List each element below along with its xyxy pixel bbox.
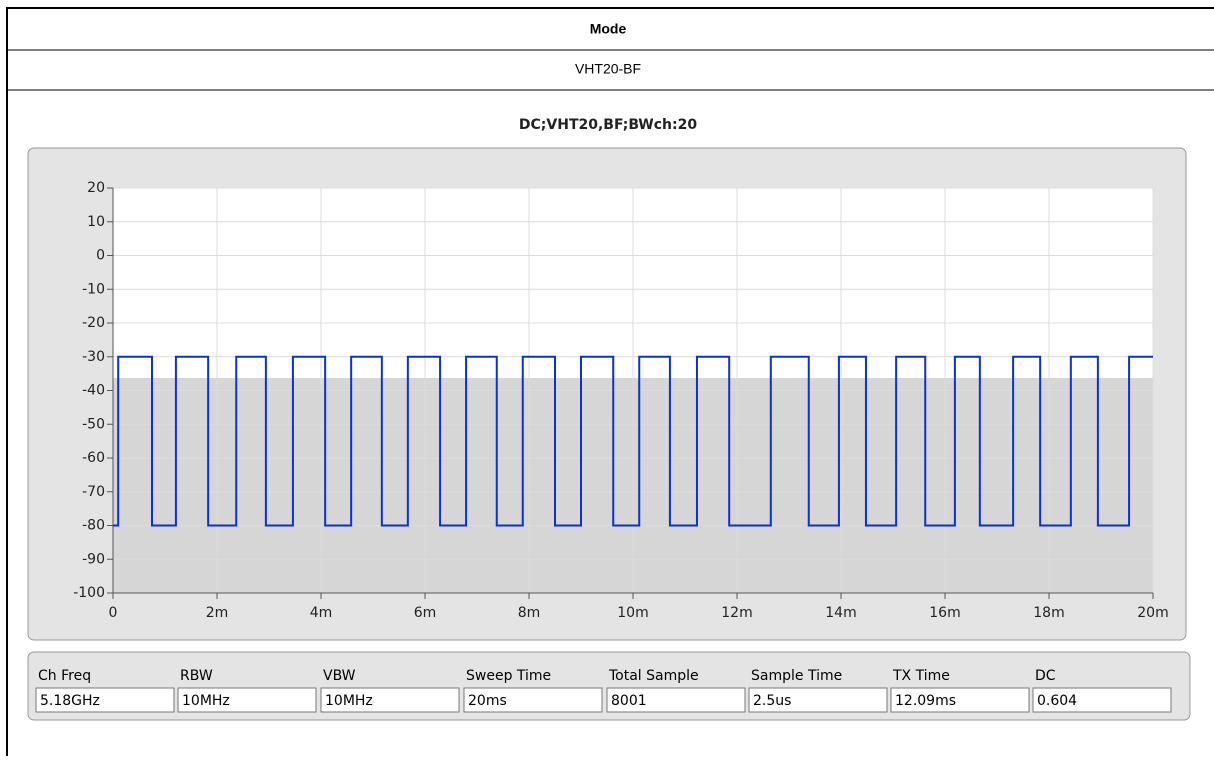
y-tick-label: -10 [82, 281, 105, 297]
x-tick-label: 0 [109, 605, 118, 621]
x-tick-label: 8m [518, 605, 541, 621]
field-label: VBW [323, 668, 356, 684]
fields: Ch Freq 5.18GHz RBW 10MHz VBW 10MHz Sweep Time… [35, 668, 1172, 713]
field-label: Sweep Time [466, 668, 551, 684]
field-box [35, 687, 175, 713]
series-line [113, 355, 1153, 527]
x-tick-label: 12m [721, 605, 752, 621]
field-label: Ch Freq [38, 668, 91, 684]
y-tick-label: -50 [82, 416, 105, 432]
field-value: 10MHz [182, 693, 230, 709]
y-tick-label: -20 [82, 315, 105, 331]
mode-value: VHT20-BF [575, 61, 641, 77]
x-tick-label: 6m [414, 605, 437, 621]
x-tick-label: 20m [1137, 605, 1168, 621]
field-value: 2.5us [753, 693, 791, 709]
y-tick-label: -100 [73, 585, 105, 601]
x-tick-label: 18m [1033, 605, 1064, 621]
field-box [890, 687, 1030, 713]
field-value: 8001 [611, 693, 647, 709]
field-box [463, 687, 603, 713]
field-label: DC [1035, 668, 1056, 684]
field-box [177, 687, 317, 713]
y-tick-label: -30 [82, 349, 105, 365]
field-box [606, 687, 746, 713]
y-tick-label: -40 [82, 383, 105, 399]
x-tick-label: 14m [825, 605, 856, 621]
field-label: Sample Time [751, 668, 842, 684]
y-tick-label: -80 [82, 518, 105, 534]
field-label: RBW [180, 668, 213, 684]
y-tick-label: -70 [82, 484, 105, 500]
y-tick-label: 0 [96, 248, 105, 264]
y-tick-label: 20 [87, 180, 105, 196]
field-value: 5.18GHz [40, 693, 100, 709]
field-box [748, 687, 888, 713]
field-label: Total Sample [608, 668, 699, 684]
field-box [320, 687, 460, 713]
x-tick-label: 4m [310, 605, 333, 621]
field-value: 20ms [468, 693, 507, 709]
x-tick-label: 16m [929, 605, 960, 621]
x-tick-label: 10m [617, 605, 648, 621]
field-value: 0.604 [1037, 693, 1077, 709]
y-tick-label: -90 [82, 551, 105, 567]
y-tick-label: 10 [87, 214, 105, 230]
field-label: TX Time [892, 668, 950, 684]
x-tick-label: 2m [206, 605, 229, 621]
chart-title: DC;VHT20,BF;BWch:20 [519, 117, 697, 133]
y-tick-label: -60 [82, 450, 105, 466]
field-box [1032, 687, 1172, 713]
field-value: 12.09ms [895, 693, 956, 709]
table-header: Mode [590, 21, 627, 37]
field-value: 10MHz [325, 693, 373, 709]
